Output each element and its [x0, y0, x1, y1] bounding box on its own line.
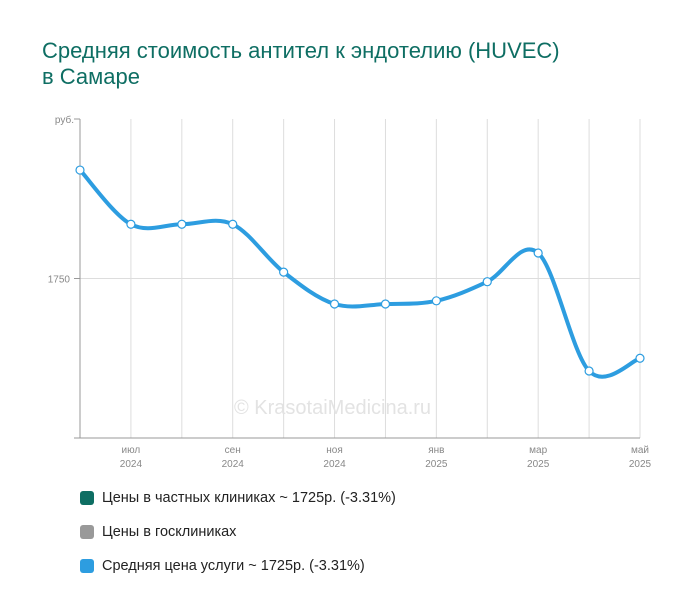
x-tick-label: мар [529, 445, 547, 456]
legend-item-average[interactable]: Средняя цена услуги ~ 1725р. (-3.31%) [80, 557, 396, 574]
chart-title: Средняя стоимость антител к эндотелию (H… [42, 38, 682, 90]
x-tick-label: сен [225, 445, 241, 456]
legend-item-public[interactable]: Цены в госклиниках [80, 523, 396, 540]
data-point [584, 366, 594, 376]
x-tick-label-year: 2025 [527, 459, 550, 470]
x-tick-label-year: 2024 [323, 459, 346, 470]
data-point [431, 296, 441, 306]
line-chart: 1750 руб. июл 2024 сен 2024 ноя 2024 янв 2025 мар 2… [48, 114, 652, 470]
legend-swatch-private [80, 490, 94, 505]
data-point [533, 248, 543, 258]
data-point [279, 267, 289, 277]
y-tick-label: 1750 [48, 275, 71, 286]
x-tick-label-year: 2025 [629, 459, 652, 470]
data-point [380, 299, 391, 309]
data-point [228, 219, 238, 229]
y-unit-label: руб. [55, 114, 74, 126]
legend: Цены в частных клиниках ~ 1725р. (-3.31%… [80, 489, 396, 591]
x-tick-label: янв [428, 445, 444, 456]
x-tick-label: май [631, 445, 649, 456]
x-tick-label: июл [122, 445, 141, 456]
legend-label-private: Цены в частных клиниках ~ 1725р. (-3.31%… [102, 489, 396, 506]
data-point [482, 277, 492, 287]
chart-title-line-1: Средняя стоимость антител к эндотелию (H… [42, 38, 560, 63]
legend-item-private[interactable]: Цены в частных клиниках ~ 1725р. (-3.31%… [80, 489, 396, 506]
legend-swatch-public [80, 524, 94, 539]
x-tick-label-year: 2024 [120, 459, 143, 470]
x-tick-label: ноя [326, 445, 343, 456]
watermark: © KrasotaiMedicina.ru [234, 397, 432, 419]
x-tick-label-year: 2024 [222, 459, 245, 470]
legend-swatch-average [80, 558, 94, 573]
data-point [329, 299, 340, 309]
data-point [635, 353, 645, 363]
data-point [177, 219, 187, 229]
legend-label-average: Средняя цена услуги ~ 1725р. (-3.31%) [102, 557, 365, 574]
x-tick-label-year: 2025 [425, 459, 448, 470]
data-point [75, 165, 85, 175]
legend-label-public: Цены в госклиниках [102, 523, 237, 540]
series-line [78, 168, 642, 379]
data-point [126, 219, 136, 229]
chart-title-line-2: в Самаре [42, 64, 141, 89]
